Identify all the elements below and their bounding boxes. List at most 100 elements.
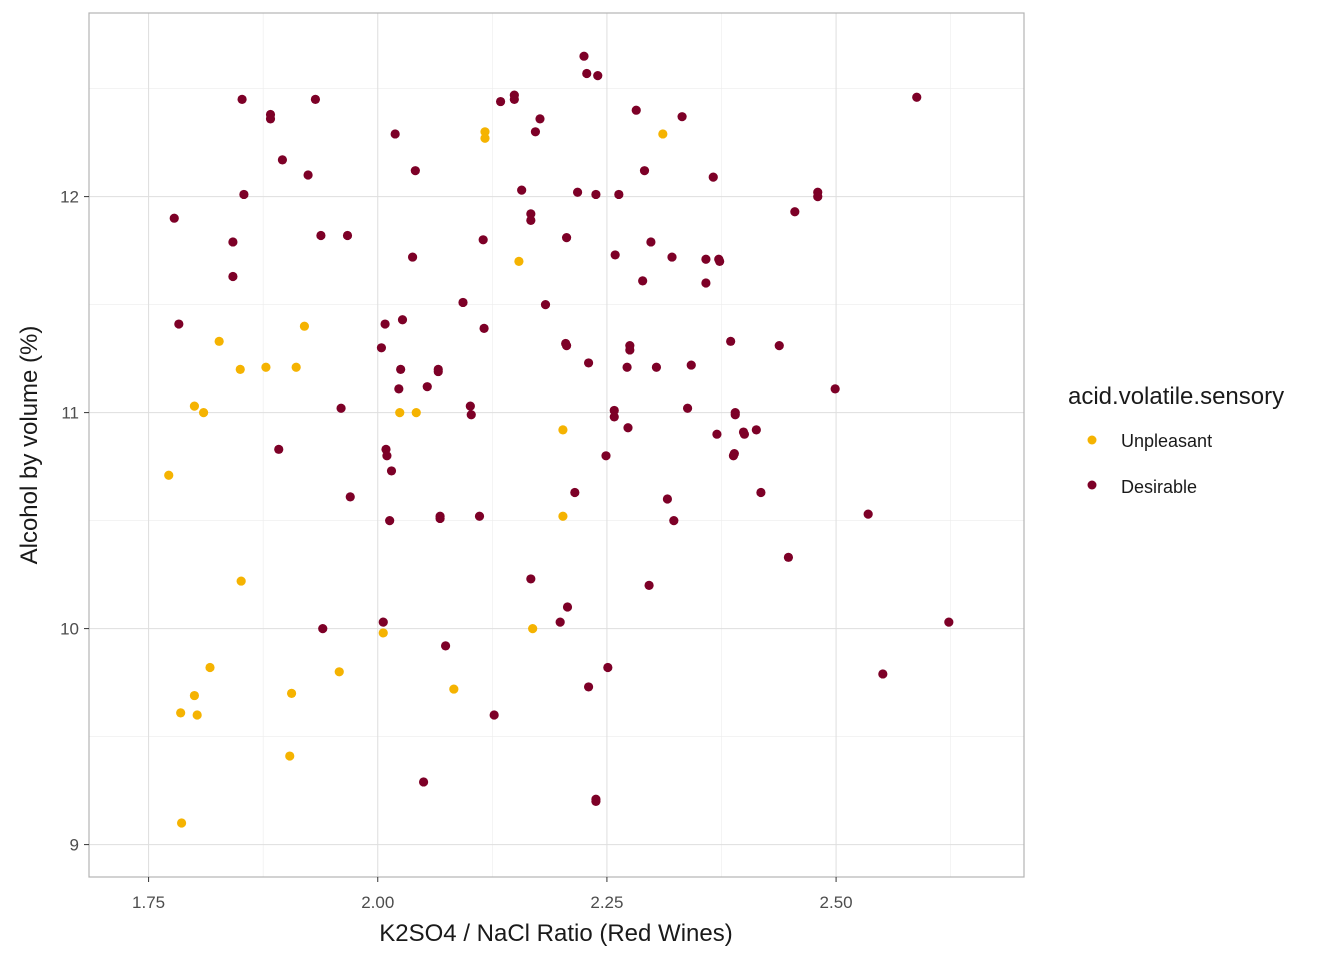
data-point-desirable	[495, 96, 506, 107]
data-point-desirable	[555, 617, 565, 627]
data-point-desirable	[378, 617, 388, 627]
data-point-desirable	[593, 71, 603, 81]
data-point-desirable	[603, 662, 613, 673]
data-point-desirable	[682, 403, 693, 413]
data-point-desirable	[639, 166, 650, 176]
data-point-desirable	[686, 360, 696, 370]
data-point-desirable	[591, 796, 601, 807]
data-point-desirable	[478, 235, 488, 245]
x-axis-ticks: 1.75 2.00 2.25 2.50	[132, 877, 853, 912]
legend-key-desirable	[1087, 480, 1097, 490]
data-point-desirable	[651, 362, 662, 372]
data-point-unpleasant	[235, 364, 245, 374]
data-point-desirable	[422, 382, 432, 392]
data-point-desirable	[418, 777, 429, 787]
legend-label-unpleasant: Unpleasant	[1121, 431, 1212, 451]
data-point-desirable	[830, 384, 840, 394]
data-point-desirable	[669, 516, 679, 526]
data-point-desirable	[944, 617, 954, 627]
legend-title: acid.volatile.sensory	[1068, 383, 1284, 410]
data-point-unpleasant	[176, 708, 186, 718]
data-point-unpleasant	[558, 511, 568, 521]
data-point-desirable	[345, 492, 355, 502]
data-point-unpleasant	[480, 127, 490, 137]
data-point-desirable	[336, 403, 346, 413]
data-point-desirable	[385, 516, 395, 526]
data-point-desirable	[562, 602, 573, 612]
data-point-desirable	[465, 401, 475, 411]
x-axis-title: K2SO4 / NaCl Ratio (Red Wines)	[379, 920, 732, 947]
data-point-desirable	[783, 552, 794, 562]
data-point-unpleasant	[528, 624, 538, 634]
data-point-desirable	[579, 51, 589, 61]
data-point-desirable	[609, 412, 619, 422]
data-point-desirable	[433, 366, 443, 377]
legend-label-desirable: Desirable	[1121, 477, 1197, 497]
x-tick-label: 2.00	[361, 893, 394, 912]
data-point-unpleasant	[261, 362, 271, 372]
data-point-desirable	[526, 209, 536, 219]
data-point-desirable	[174, 319, 184, 329]
data-point-desirable	[912, 92, 922, 102]
data-point-desirable	[228, 271, 238, 282]
x-tick-label: 1.75	[132, 893, 165, 912]
y-tick-label: 11	[61, 404, 79, 423]
data-point-unpleasant	[558, 425, 568, 435]
data-point-desirable	[667, 252, 677, 262]
data-point-desirable	[622, 362, 632, 372]
data-point-desirable	[342, 230, 353, 241]
data-point-desirable	[623, 423, 633, 433]
data-point-desirable	[863, 509, 873, 519]
data-point-unpleasant	[395, 408, 405, 418]
data-point-unpleasant	[299, 321, 310, 331]
data-point-desirable	[316, 230, 326, 241]
data-point-desirable	[591, 189, 601, 200]
data-point-desirable	[407, 252, 418, 262]
data-point-unpleasant	[164, 470, 174, 480]
data-point-desirable	[701, 254, 711, 264]
data-point-desirable	[756, 487, 766, 498]
data-point-desirable	[561, 233, 572, 243]
data-point-desirable	[813, 192, 823, 202]
data-point-desirable	[610, 250, 620, 260]
data-point-desirable	[715, 256, 725, 266]
data-point-desirable	[601, 451, 611, 461]
data-points	[164, 51, 954, 828]
data-point-unpleasant	[198, 408, 209, 418]
data-point-desirable	[530, 127, 541, 137]
data-point-desirable	[583, 358, 594, 368]
legend-key-unpleasant	[1087, 435, 1097, 445]
data-point-desirable	[310, 94, 321, 104]
data-point-unpleasant	[291, 362, 301, 372]
data-point-desirable	[730, 410, 740, 420]
data-point-unpleasant	[236, 576, 246, 586]
data-point-desirable	[878, 669, 888, 679]
data-point-desirable	[489, 710, 499, 720]
y-axis-ticks: 9 10 11 12	[60, 188, 89, 855]
data-point-desirable	[169, 213, 179, 223]
y-tick-label: 10	[60, 620, 79, 639]
data-point-desirable	[614, 189, 624, 200]
data-point-unpleasant	[378, 628, 388, 638]
data-point-desirable	[625, 345, 635, 355]
data-point-desirable	[708, 172, 718, 182]
data-point-unpleasant	[205, 662, 215, 673]
data-point-desirable	[397, 315, 408, 325]
data-point-desirable	[701, 278, 711, 288]
data-point-desirable	[466, 410, 476, 420]
data-point-desirable	[790, 207, 800, 217]
data-point-desirable	[479, 323, 489, 333]
data-point-desirable	[540, 300, 551, 310]
data-point-desirable	[376, 343, 387, 353]
data-point-unpleasant	[658, 129, 668, 139]
data-point-desirable	[646, 237, 656, 247]
data-point-desirable	[386, 466, 397, 476]
data-point-desirable	[739, 429, 750, 439]
data-point-desirable	[677, 112, 687, 122]
data-point-desirable	[582, 68, 592, 79]
data-point-desirable	[265, 114, 276, 124]
data-point-desirable	[712, 429, 722, 439]
data-point-desirable	[517, 185, 527, 195]
data-point-desirable	[662, 494, 673, 504]
